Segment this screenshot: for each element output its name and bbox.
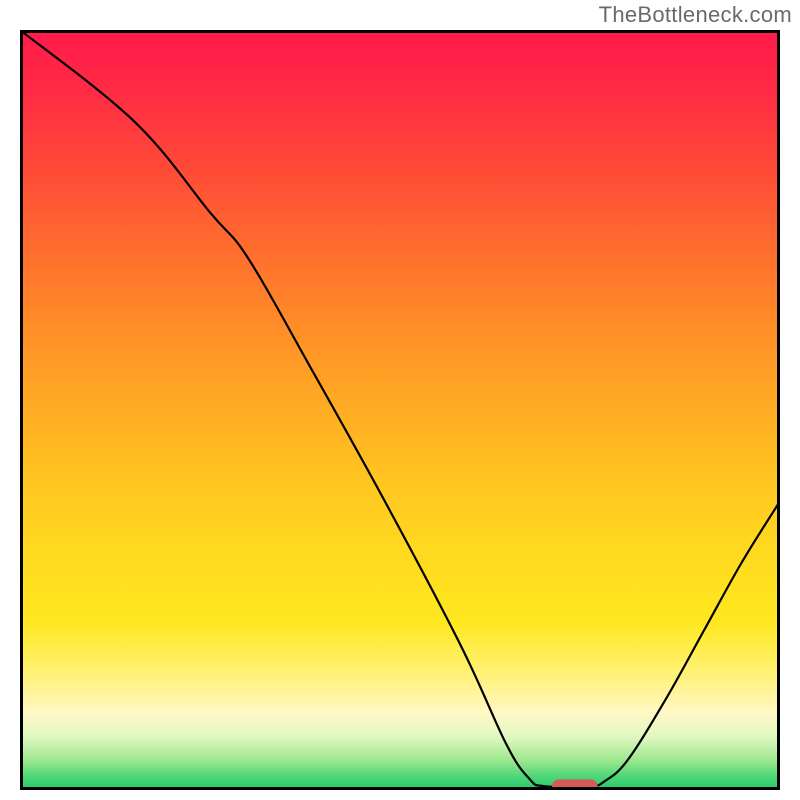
watermark-text: TheBottleneck.com (599, 2, 792, 28)
chart-background (20, 30, 780, 790)
chart-svg (20, 30, 780, 790)
bottleneck-chart (20, 30, 780, 790)
